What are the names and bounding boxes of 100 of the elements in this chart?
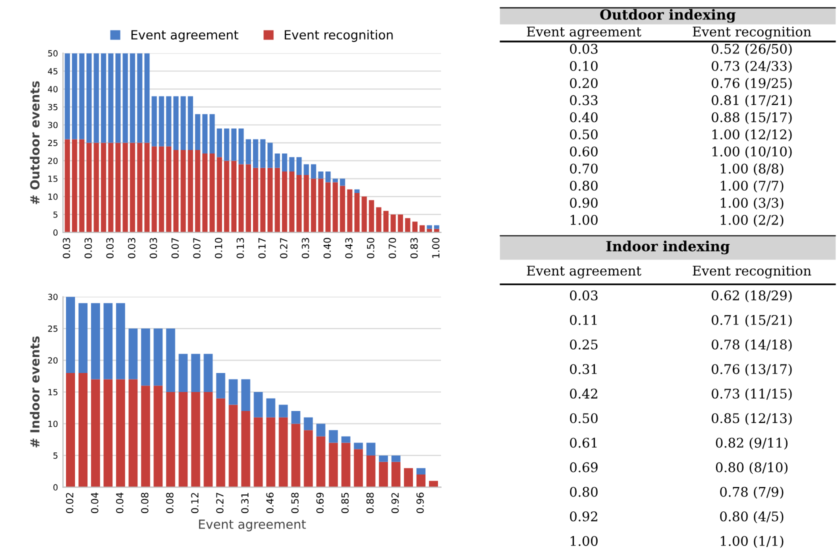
- bar: [238, 164, 244, 232]
- bar: [340, 178, 346, 186]
- bar: [383, 210, 389, 232]
- y-tick-label: 30: [48, 122, 58, 128]
- bar: [128, 379, 138, 488]
- bar: [318, 171, 324, 179]
- bar: [216, 128, 222, 158]
- text: 0.81 (17/21): [712, 94, 792, 108]
- y-tick-label: 15: [48, 176, 58, 182]
- bar: [282, 154, 288, 172]
- legend-label: Event recognition: [284, 30, 393, 42]
- bar: [404, 468, 413, 488]
- bar: [191, 392, 200, 488]
- y-tick-label: 30: [48, 294, 58, 300]
- bar: [180, 150, 186, 232]
- bar: [166, 146, 172, 232]
- y-tick-label: 50: [48, 50, 58, 56]
- bar: [91, 303, 100, 380]
- bar: [420, 225, 425, 232]
- bar: [304, 164, 309, 176]
- x-tick-label: 0.07: [193, 238, 201, 258]
- x-tick-label: 0.27: [216, 492, 224, 514]
- text: 1.00 (10/10): [712, 146, 792, 158]
- bar: [289, 157, 294, 172]
- bar: [116, 303, 126, 380]
- bar: [137, 142, 142, 232]
- x-tick-label: 0.40: [324, 238, 331, 258]
- bar: [341, 442, 350, 488]
- bar: [204, 392, 213, 488]
- text: 0.40: [570, 112, 598, 122]
- bar: [304, 417, 313, 430]
- x-tick-label: 0.08: [166, 492, 174, 514]
- bar: [267, 168, 273, 232]
- y-tick-label: 10: [48, 420, 58, 428]
- x-tick-label: 0.03: [106, 238, 114, 258]
- bar: [376, 207, 382, 232]
- x-tick-label: 0.33: [302, 238, 310, 258]
- bar: [141, 328, 150, 386]
- bar: [152, 96, 157, 146]
- text: 0.80: [570, 180, 598, 191]
- text: 0.11: [570, 314, 597, 325]
- bar: [210, 154, 215, 232]
- bar: [115, 53, 121, 143]
- bar: [104, 379, 113, 488]
- bar: [195, 114, 200, 150]
- y-tick-label: 20: [48, 158, 58, 164]
- bar: [254, 417, 263, 488]
- bar: [260, 168, 266, 232]
- text: 1.00 (1/1): [720, 536, 784, 548]
- text: 0.73 (24/33): [712, 60, 792, 73]
- bar: [253, 168, 258, 232]
- bar: [318, 178, 324, 232]
- bar: [216, 372, 226, 398]
- x-tick-label: 0.03: [128, 238, 136, 258]
- bar: [216, 157, 222, 232]
- bar: [86, 53, 92, 143]
- x-tick-label: 0.08: [141, 492, 148, 514]
- x-tick-label: 0.03: [84, 238, 92, 258]
- bar: [224, 160, 230, 232]
- text: 1.00: [570, 536, 598, 546]
- text: 0.73 (11/15): [712, 388, 792, 400]
- x-tick-label: 0.07: [171, 238, 179, 258]
- y-tick-label: 15: [48, 389, 58, 396]
- bar: [260, 139, 266, 168]
- bar: [79, 139, 84, 232]
- bar: [282, 171, 288, 232]
- bar: [128, 328, 138, 380]
- bar: [368, 200, 374, 232]
- text: 0.03: [570, 290, 598, 300]
- bar: [231, 128, 237, 161]
- bar: [231, 160, 237, 232]
- text: Outdoor indexing: [600, 9, 736, 23]
- x-axis-title: Event agreement: [199, 520, 306, 532]
- bar: [66, 372, 76, 488]
- category-label: Event recognition: [692, 266, 812, 278]
- bar: [86, 142, 92, 232]
- bar: [108, 53, 114, 143]
- bar: [78, 303, 88, 373]
- bar: [166, 328, 176, 392]
- bar: [180, 96, 186, 150]
- text: 0.52 (26/50): [712, 44, 792, 56]
- bar: [224, 128, 230, 161]
- bar: [267, 142, 273, 168]
- category-label: Event agreement: [526, 26, 642, 40]
- text: 0.76 (19/25): [712, 78, 792, 90]
- bar: [426, 225, 432, 229]
- x-tick-label: 0.70: [388, 238, 396, 258]
- bar: [72, 53, 78, 140]
- bar: [72, 139, 78, 232]
- text: 0.61: [570, 438, 597, 448]
- bar: [78, 372, 88, 488]
- bar: [296, 157, 302, 176]
- bar: [354, 192, 360, 232]
- x-tick-label: 1.00: [432, 238, 440, 258]
- text: 0.70: [570, 164, 598, 174]
- bar: [64, 139, 70, 232]
- bar: [341, 436, 350, 443]
- x-tick-label: 0.13: [236, 238, 244, 258]
- bar: [158, 146, 164, 232]
- text: 0.78 (7/9): [720, 486, 784, 499]
